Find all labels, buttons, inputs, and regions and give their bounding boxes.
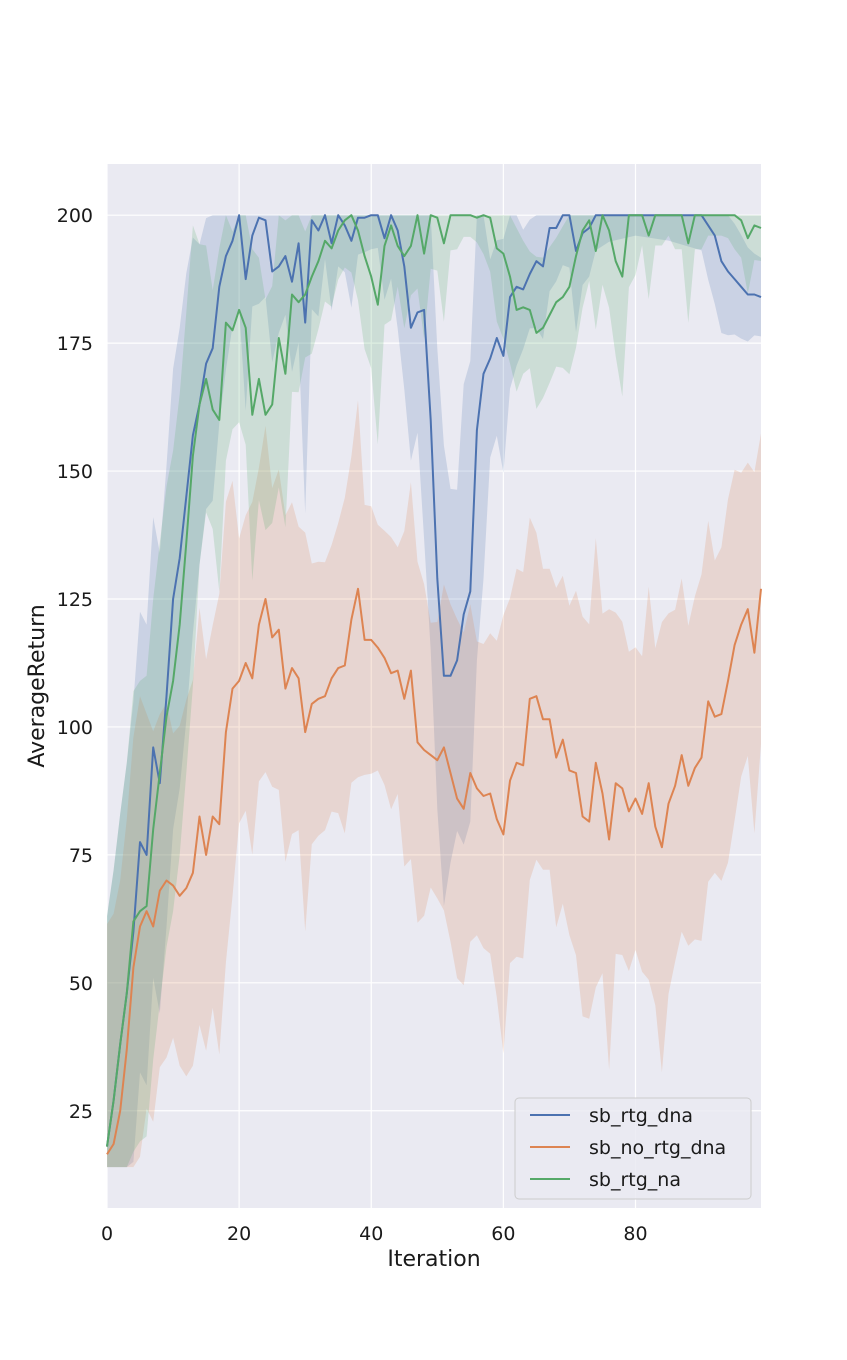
y-tick-label: 125 [57,589,93,611]
series-line-sb_rtg_na [106,214,762,1147]
y-tick-label: 150 [57,461,93,483]
x-tick-label: 40 [359,1223,383,1245]
x-axis-label: Iteration [387,1247,480,1272]
band-sb_no_rtg_dna [107,400,761,1168]
plot-background [107,164,761,1208]
legend-label: sb_no_rtg_dna [589,1137,726,1159]
y-tick-label: 100 [57,717,93,739]
x-tick-label: 80 [623,1223,647,1245]
legend-label: sb_rtg_na [589,1169,681,1191]
y-tick-label: 200 [57,205,93,227]
band-sb_rtg_dna [107,215,761,1168]
y-tick-label: 50 [69,973,93,995]
y-axis-label: AverageReturn [25,604,50,767]
grid-lines [106,164,761,1208]
legend: sb_rtg_dna sb_no_rtg_dna sb_rtg_na [514,1097,752,1200]
band-sb_rtg_na [107,215,761,1168]
x-tick-label: 0 [101,1223,113,1245]
confidence-bands [107,215,761,1168]
y-tick-label: 175 [57,333,93,355]
series-line-sb_no_rtg_dna [106,587,762,1155]
series-lines [106,214,762,1155]
y-tick-label: 25 [69,1101,93,1123]
legend-box [514,1097,752,1200]
x-tick-label: 60 [491,1223,515,1245]
x-tick-label: 20 [227,1223,251,1245]
x-tick-labels: 0 20 40 60 80 [101,1223,648,1245]
y-tick-label: 75 [69,845,93,867]
legend-label: sb_rtg_dna [589,1105,693,1127]
series-line-sb_rtg_dna [106,214,762,1147]
y-tick-labels: 25 50 75 100 125 150 175 200 [57,205,93,1123]
